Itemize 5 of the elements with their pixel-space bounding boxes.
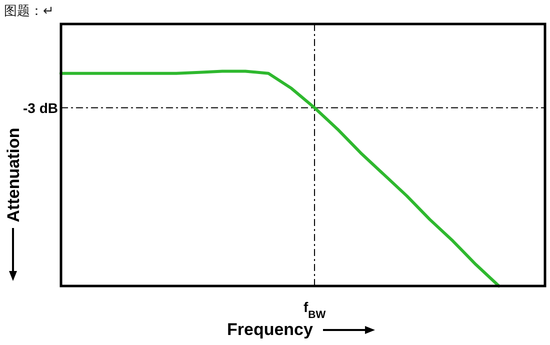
chart-title: 图题：↵ — [4, 3, 54, 18]
text: f$_{BW}$ — [303, 299, 326, 321]
y-axis-title: Attenuation — [4, 128, 23, 222]
x-axis-title: Frequency — [227, 320, 314, 339]
ref-line-label: -3 dB — [23, 100, 58, 116]
